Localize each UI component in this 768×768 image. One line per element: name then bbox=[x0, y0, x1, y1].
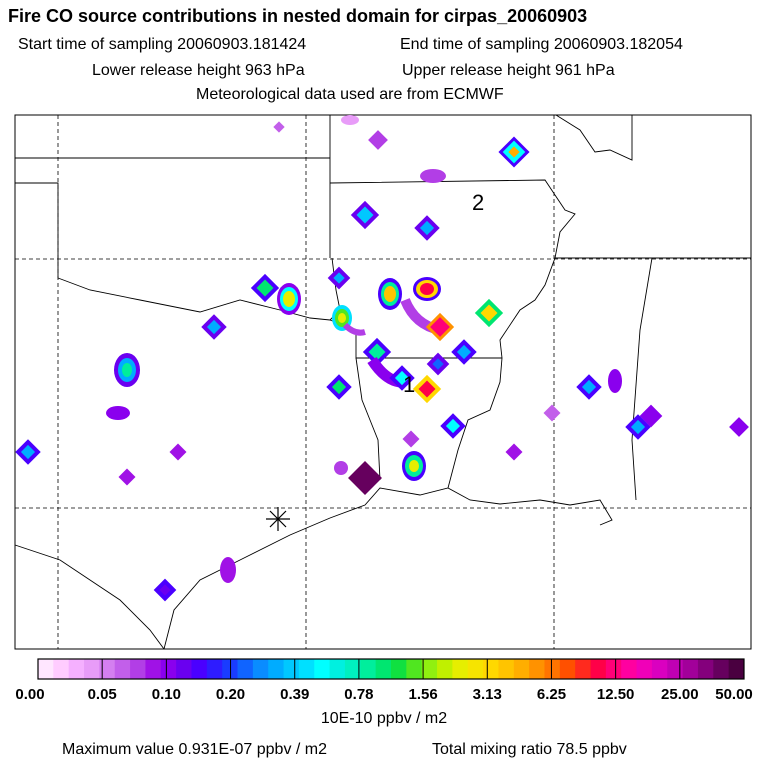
fire-source bbox=[378, 278, 402, 310]
colorbar-swatch bbox=[114, 659, 131, 679]
colorbar bbox=[38, 659, 745, 679]
marker-label-1: 1 bbox=[403, 372, 415, 397]
end-time-label: End time of sampling 20060903.182054 bbox=[400, 36, 683, 53]
fire-source bbox=[15, 439, 41, 465]
colorbar-swatch bbox=[605, 659, 622, 679]
plume-streak bbox=[342, 322, 366, 336]
colorbar-swatch bbox=[575, 659, 592, 679]
colorbar-tick-label: 0.00 bbox=[15, 686, 45, 703]
colorbar-swatch bbox=[713, 659, 730, 679]
colorbar-swatch bbox=[344, 659, 361, 679]
colorbar-swatch bbox=[391, 659, 407, 679]
colorbar-tick-label: 0.10 bbox=[151, 686, 181, 703]
colorbar-swatch bbox=[145, 659, 162, 679]
fire-source bbox=[402, 451, 426, 481]
total-mixing-label: Total mixing ratio 78.5 ppbv bbox=[432, 741, 627, 758]
colorbar-swatch bbox=[667, 659, 684, 679]
colorbar-units-label: 10E-10 ppbv / m2 bbox=[320, 710, 448, 727]
colorbar-swatch bbox=[283, 659, 300, 679]
colorbar-swatch bbox=[130, 659, 146, 679]
colorbar-swatch bbox=[53, 659, 70, 679]
fire-source bbox=[420, 169, 446, 183]
colorbar-swatch bbox=[559, 659, 576, 679]
colorbar-swatch bbox=[513, 659, 530, 679]
colorbar-swatch bbox=[483, 659, 499, 679]
colorbar-tick-label: 0.39 bbox=[280, 686, 310, 703]
colorbar-swatch bbox=[406, 659, 423, 679]
colorbar-swatch bbox=[298, 659, 315, 679]
colorbar-swatch bbox=[682, 659, 699, 679]
colorbar-tick-label: 25.00 bbox=[661, 686, 699, 703]
fire-source bbox=[201, 314, 227, 340]
fire-source bbox=[277, 283, 301, 315]
colorbar-swatch bbox=[728, 659, 745, 679]
sampling-site-marker bbox=[266, 507, 290, 531]
fire-source bbox=[414, 215, 440, 241]
colorbar-swatch bbox=[191, 659, 208, 679]
colorbar-tick-label: 3.13 bbox=[472, 686, 502, 703]
colorbar-swatch bbox=[206, 659, 223, 679]
colorbar-swatch bbox=[99, 659, 116, 679]
colorbar-tick-label: 0.20 bbox=[215, 686, 246, 703]
colorbar-swatch bbox=[651, 659, 668, 679]
fire-source bbox=[576, 374, 602, 400]
colorbar-swatch bbox=[544, 659, 561, 679]
colorbar-swatch bbox=[160, 659, 177, 679]
map-gridlines bbox=[15, 115, 751, 649]
lower-release-label: Lower release height 963 hPa bbox=[92, 62, 305, 79]
map-frame bbox=[14, 114, 752, 650]
fire-source bbox=[326, 374, 352, 400]
colorbar-tick-label: 0.78 bbox=[344, 686, 374, 703]
colorbar-tick-label: 6.25 bbox=[536, 686, 567, 703]
colorbar-swatch bbox=[68, 659, 85, 679]
fire-source bbox=[106, 406, 130, 420]
colorbar-swatch bbox=[697, 659, 714, 679]
colorbar-swatch bbox=[590, 659, 607, 679]
fire-source bbox=[608, 369, 622, 393]
colorbar-swatch bbox=[237, 659, 254, 679]
fire-source bbox=[341, 115, 359, 125]
colorbar-swatch bbox=[467, 659, 484, 679]
colorbar-swatch bbox=[452, 659, 469, 679]
fire-source bbox=[114, 353, 140, 387]
colorbar-swatch bbox=[437, 659, 453, 679]
colorbar-swatch bbox=[176, 659, 192, 679]
fire-source bbox=[389, 365, 415, 391]
colorbar-swatch bbox=[314, 659, 331, 679]
fire-source bbox=[625, 414, 651, 440]
colorbar-dividers bbox=[101, 659, 681, 679]
colorbar-swatch bbox=[529, 659, 545, 679]
colorbar-swatch bbox=[360, 659, 377, 679]
colorbar-swatch bbox=[38, 659, 54, 679]
colorbar-frame bbox=[37, 658, 745, 680]
fire-source bbox=[334, 461, 348, 475]
fire-source bbox=[220, 557, 236, 583]
start-time-label: Start time of sampling 20060903.181424 bbox=[18, 36, 307, 53]
colorbar-swatch bbox=[329, 659, 346, 679]
plot-title: Fire CO source contributions in nested d… bbox=[8, 6, 588, 26]
max-value-label: Maximum value 0.931E-07 ppbv / m2 bbox=[62, 741, 328, 758]
colorbar-swatch bbox=[252, 659, 269, 679]
fire-source bbox=[413, 277, 441, 301]
colorbar-swatch bbox=[84, 659, 100, 679]
colorbar-swatch bbox=[636, 659, 653, 679]
colorbar-swatch bbox=[498, 659, 515, 679]
fire-source bbox=[451, 339, 477, 365]
colorbar-tick-label: 50.00 bbox=[715, 686, 753, 703]
met-data-label: Meteorological data used are from ECMWF bbox=[196, 86, 504, 103]
colorbar-tick-label: 0.05 bbox=[87, 686, 117, 703]
colorbar-swatch bbox=[421, 659, 438, 679]
colorbar-tick-label: 1.56 bbox=[408, 686, 438, 703]
colorbar-tick-label: 12.50 bbox=[596, 686, 635, 703]
fire-source bbox=[440, 413, 466, 439]
upper-release-label: Upper release height 961 hPa bbox=[402, 62, 615, 79]
fire-source bbox=[368, 130, 388, 150]
colorbar-swatch bbox=[375, 659, 392, 679]
colorbar-swatch bbox=[268, 659, 285, 679]
fire-source bbox=[543, 404, 561, 422]
marker-label-2: 2 bbox=[472, 190, 484, 215]
colorbar-swatch bbox=[621, 659, 638, 679]
